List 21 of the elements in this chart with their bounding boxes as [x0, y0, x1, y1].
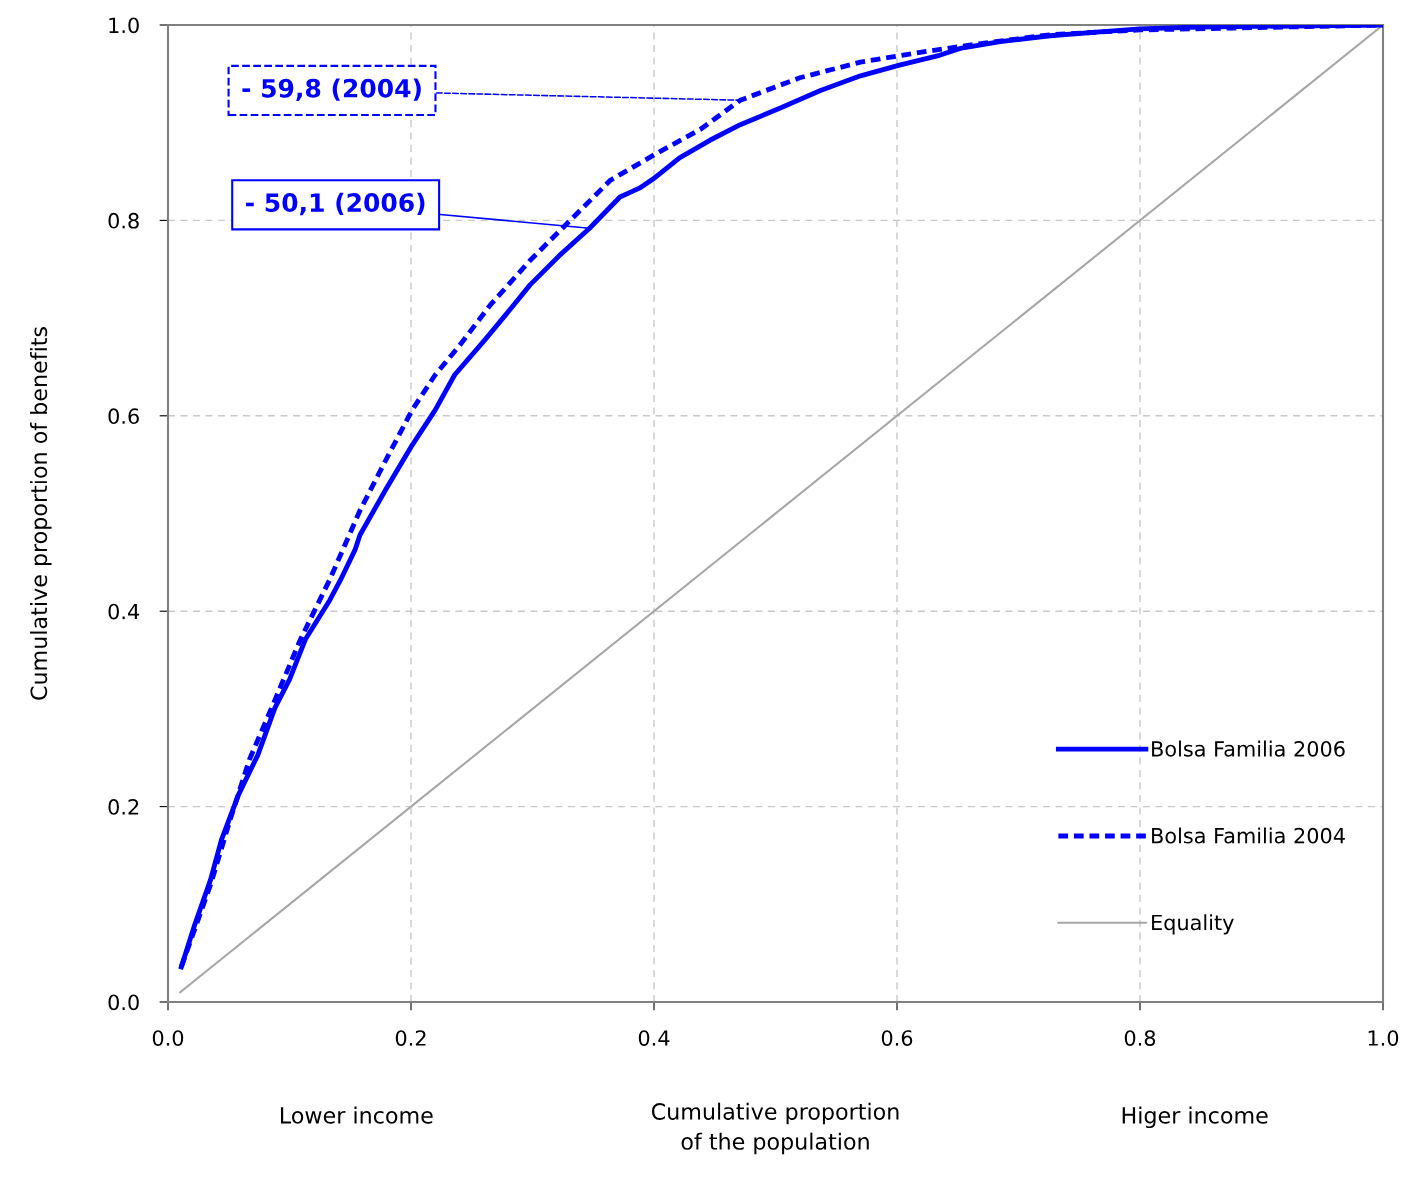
y-tick-label: 0.2 — [108, 799, 139, 815]
legend-label: Equality — [1152, 914, 1234, 935]
x-axis-title: Cumulative proportion of the population — [651, 1102, 899, 1155]
x-tick-label: 0.4 — [638, 1030, 670, 1046]
x-tick-label: 0.6 — [881, 1030, 913, 1046]
text: Higer income — [1122, 1106, 1268, 1129]
text: Lower income — [280, 1106, 433, 1124]
x-tick-label: 0.8 — [1124, 1030, 1156, 1046]
y-tick-label: 0.0 — [108, 994, 139, 1011]
y-tick-label: 1.0 — [109, 17, 139, 34]
y-tick-label: 0.8 — [108, 212, 139, 229]
annotation: - 59,8 (2004) — [242, 78, 421, 101]
legend-label: Bolsa Familia 2004 — [1152, 827, 1345, 844]
annotation: - 50,1 (2006) — [246, 192, 425, 216]
x-tick-label: 0.2 — [395, 1030, 426, 1046]
y-tick-label: 0.4 — [108, 603, 140, 620]
y-tick-label: 0.6 — [108, 408, 139, 425]
legend-label: Bolsa Familia 2006 — [1152, 740, 1345, 757]
y-axis-title: Cumulative proportion of benefits — [30, 327, 52, 700]
x-tick-label: 1.0 — [1368, 1030, 1399, 1046]
x-tick-label: 0.0 — [152, 1030, 184, 1046]
